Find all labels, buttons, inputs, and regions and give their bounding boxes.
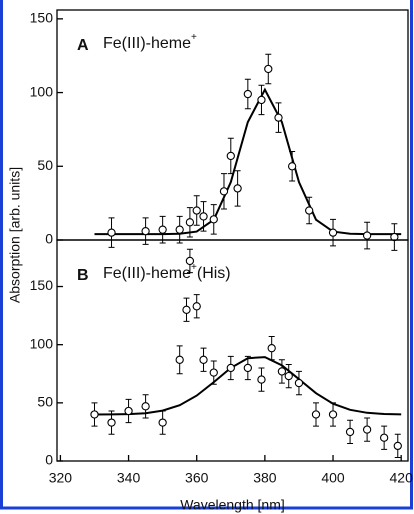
panel-letter: B — [77, 267, 89, 284]
data-point — [226, 363, 235, 373]
data-point — [362, 425, 372, 434]
x-tick-label: 320 — [49, 470, 73, 486]
data-point — [277, 367, 287, 376]
data-point — [345, 427, 355, 437]
data-point — [328, 410, 338, 419]
y-tick-label: 0 — [45, 231, 53, 247]
label-sup: + — [191, 32, 197, 43]
data-point — [90, 410, 99, 419]
y-tick-label: 150 — [30, 10, 54, 26]
y-tick-label: 50 — [37, 394, 53, 410]
data-point — [141, 402, 150, 411]
y-axis-label: Absorption [arb. units] — [7, 167, 23, 303]
panel-label: Fe(III)-heme+ — [103, 32, 197, 53]
data-point — [158, 225, 167, 234]
data-point — [107, 418, 116, 427]
data-point — [175, 355, 184, 364]
data-point — [294, 378, 304, 388]
data-point — [267, 344, 276, 353]
panel-label: Fe(III)-heme+(His) — [103, 262, 231, 283]
fit-curve — [94, 87, 402, 236]
data-point — [209, 368, 218, 377]
data-point — [192, 302, 201, 311]
x-tick-label: 340 — [117, 470, 141, 486]
y-tick-label: 100 — [30, 83, 54, 99]
data-point — [328, 228, 338, 237]
x-tick-label: 400 — [321, 470, 345, 486]
x-tick-label: 380 — [253, 470, 277, 486]
data-point — [192, 206, 201, 215]
data-point — [305, 206, 314, 215]
x-tick-label: 420 — [390, 470, 414, 486]
data-point — [393, 441, 402, 451]
data-point — [124, 406, 133, 416]
data-point — [158, 418, 167, 427]
data-point — [185, 256, 195, 266]
data-point — [243, 363, 252, 373]
data-point — [182, 305, 191, 314]
label-suffix: (His) — [197, 265, 231, 282]
data-point — [390, 232, 399, 242]
data-point — [199, 355, 208, 364]
y-tick-label: 150 — [30, 277, 54, 293]
data-point — [287, 162, 297, 171]
data-point — [379, 433, 389, 442]
x-axis-label: Wavelength [nm] — [180, 497, 285, 513]
data-point — [185, 218, 195, 227]
y-tick-label: 50 — [37, 157, 53, 173]
data-point — [274, 113, 283, 122]
data-point — [209, 215, 218, 224]
y-tick-label: 100 — [30, 335, 54, 351]
data-point — [362, 231, 372, 240]
data-point — [257, 375, 266, 384]
data-point — [175, 225, 184, 234]
data-point — [284, 371, 293, 381]
data-point — [107, 228, 116, 237]
data-point — [311, 410, 321, 419]
data-point — [219, 187, 229, 196]
label-sup: + — [191, 262, 197, 273]
y-tick-label: 0 — [45, 452, 53, 468]
plot-frame — [56, 239, 409, 462]
x-tick-label: 360 — [185, 470, 209, 486]
data-point — [199, 212, 208, 221]
data-point — [141, 227, 150, 236]
label-text: Fe(III)-heme — [103, 35, 191, 52]
data-point — [226, 151, 235, 161]
data-point — [233, 184, 242, 193]
panel-letter: A — [77, 37, 89, 54]
label-text: Fe(III)-heme — [103, 265, 191, 282]
data-point — [243, 89, 252, 99]
data-point — [264, 64, 273, 74]
data-point — [257, 95, 266, 105]
